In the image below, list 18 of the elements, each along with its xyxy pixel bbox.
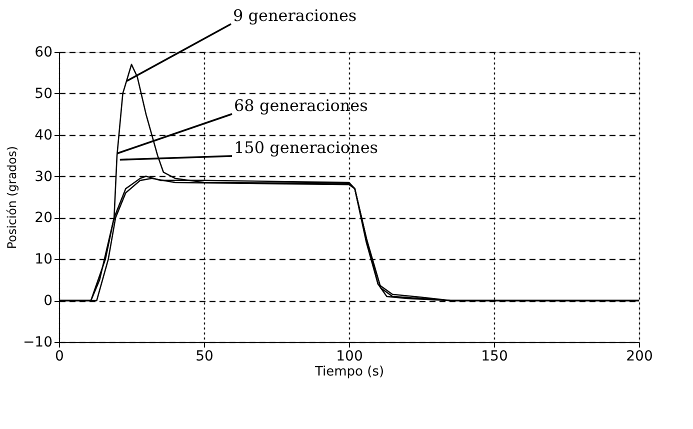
y-tick-label: 20 [34,210,52,226]
x-tick-label: 150 [481,348,508,364]
x-tick-label: 200 [626,348,653,364]
x-tick-label: 50 [196,348,214,364]
y-tick-label: 40 [34,127,52,144]
y-tick-label: −10 [22,334,52,350]
y-tick-label: 50 [34,86,52,102]
annotation: 68 generaciones [234,96,368,115]
x-tick-label: 0 [55,348,64,364]
y-tick-label: 30 [34,168,52,185]
x-tick-label: 100 [336,348,363,364]
y-axis-title: Posición (grados) [4,146,19,249]
annotation: 9 generaciones [233,6,357,25]
annotation: 150 generaciones [234,138,378,157]
y-tick-label: 60 [34,44,52,60]
x-axis-title: Tiempo (s) [314,364,384,380]
y-tick-label: 0 [44,293,52,310]
y-tick-label: 10 [34,252,52,268]
